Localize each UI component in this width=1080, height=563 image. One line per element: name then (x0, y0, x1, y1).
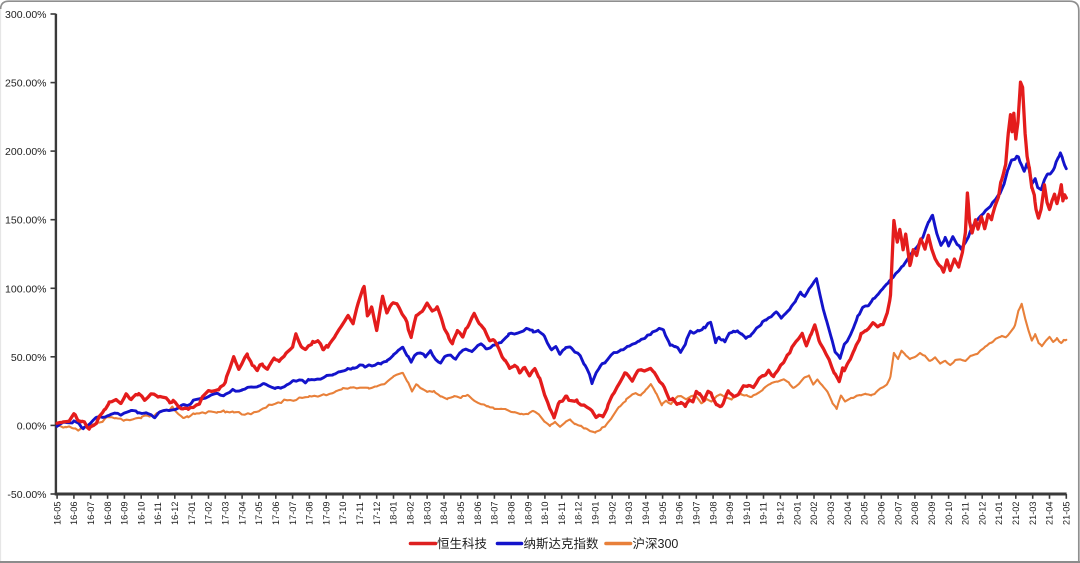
svg-text:17-10: 17-10 (338, 502, 348, 526)
svg-text:17-11: 17-11 (355, 502, 365, 525)
svg-text:16-06: 16-06 (69, 502, 79, 526)
svg-text:19-10: 19-10 (742, 502, 752, 526)
svg-text:250.00%: 250.00% (5, 78, 46, 90)
svg-text:18-01: 18-01 (389, 502, 399, 526)
svg-text:16-10: 16-10 (136, 502, 146, 526)
svg-text:20-03: 20-03 (826, 502, 836, 526)
svg-text:20-02: 20-02 (809, 502, 819, 526)
svg-text:17-07: 17-07 (288, 502, 298, 526)
svg-text:18-08: 18-08 (506, 502, 516, 526)
svg-text:19-06: 19-06 (675, 502, 685, 526)
svg-text:20-12: 20-12 (977, 502, 987, 526)
svg-text:18-09: 18-09 (523, 502, 533, 526)
svg-text:17-08: 17-08 (305, 502, 315, 526)
svg-text:21-04: 21-04 (1045, 502, 1055, 526)
svg-text:18-10: 18-10 (540, 502, 550, 526)
svg-text:16-05: 16-05 (52, 502, 62, 526)
svg-text:16-09: 16-09 (120, 502, 130, 526)
svg-text:18-11: 18-11 (557, 502, 567, 525)
svg-text:17-01: 17-01 (187, 502, 197, 526)
svg-text:18-12: 18-12 (574, 502, 584, 526)
svg-text:19-07: 19-07 (692, 502, 702, 526)
svg-text:150.00%: 150.00% (5, 215, 46, 227)
svg-text:21-01: 21-01 (994, 502, 1004, 525)
svg-text:17-06: 17-06 (271, 502, 281, 526)
svg-text:16-08: 16-08 (103, 502, 113, 526)
svg-text:16-11: 16-11 (153, 502, 163, 525)
svg-text:21-03: 21-03 (1028, 502, 1038, 526)
svg-text:0.00%: 0.00% (17, 420, 47, 432)
svg-text:19-12: 19-12 (776, 502, 786, 526)
svg-text:沪深300: 沪深300 (633, 537, 679, 551)
svg-text:18-02: 18-02 (406, 502, 416, 526)
svg-text:-50.00%: -50.00% (7, 489, 46, 501)
svg-text:19-08: 19-08 (708, 502, 718, 526)
svg-text:20-07: 20-07 (893, 502, 903, 526)
svg-text:16-12: 16-12 (170, 502, 180, 526)
svg-text:18-03: 18-03 (422, 502, 432, 526)
svg-text:100.00%: 100.00% (5, 283, 46, 295)
svg-text:20-09: 20-09 (927, 502, 937, 526)
svg-text:20-06: 20-06 (877, 502, 887, 526)
svg-text:18-04: 18-04 (439, 502, 449, 526)
svg-text:20-01: 20-01 (792, 502, 802, 526)
svg-text:18-06: 18-06 (473, 502, 483, 526)
svg-text:17-04: 17-04 (237, 502, 247, 526)
svg-text:20-08: 20-08 (910, 502, 920, 526)
svg-text:19-04: 19-04 (641, 502, 651, 526)
svg-text:18-07: 18-07 (490, 502, 500, 525)
svg-text:20-05: 20-05 (860, 502, 870, 526)
svg-text:21-02: 21-02 (1011, 502, 1021, 526)
svg-text:19-09: 19-09 (725, 502, 735, 526)
svg-text:19-05: 19-05 (658, 502, 668, 526)
svg-text:纳斯达克指数: 纳斯达克指数 (524, 536, 600, 551)
svg-text:200.00%: 200.00% (5, 146, 46, 158)
svg-text:19-01: 19-01 (591, 502, 601, 526)
svg-text:17-09: 17-09 (321, 502, 331, 526)
svg-text:18-05: 18-05 (456, 502, 466, 526)
svg-text:20-10: 20-10 (944, 502, 954, 526)
svg-text:恒生科技: 恒生科技 (437, 537, 488, 551)
svg-text:19-02: 19-02 (607, 502, 617, 526)
svg-text:19-03: 19-03 (624, 502, 634, 526)
svg-text:16-07: 16-07 (86, 502, 96, 526)
svg-text:50.00%: 50.00% (11, 352, 47, 364)
svg-text:17-05: 17-05 (254, 502, 264, 526)
svg-text:17-02: 17-02 (204, 502, 214, 526)
svg-text:19-11: 19-11 (759, 502, 769, 525)
svg-text:17-03: 17-03 (221, 502, 231, 526)
svg-text:20-04: 20-04 (843, 502, 853, 526)
svg-text:300.00%: 300.00% (5, 9, 46, 21)
svg-text:17-12: 17-12 (372, 502, 382, 526)
svg-text:20-11: 20-11 (961, 502, 971, 525)
svg-text:21-05: 21-05 (1062, 502, 1072, 526)
